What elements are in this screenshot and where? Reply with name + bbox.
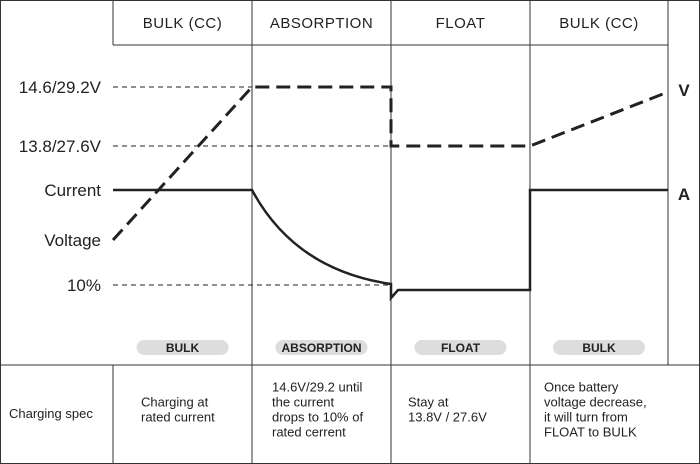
spec-text: drops to 10% of — [272, 410, 363, 425]
axis-letter: A — [678, 185, 690, 204]
phase-header: BULK (CC) — [559, 15, 639, 32]
spec-text: it will turn from — [544, 410, 628, 425]
stage-pill — [275, 340, 368, 355]
spec-text: voltage decrease, — [544, 395, 647, 410]
stage-tag: ABSORPTION — [281, 341, 361, 355]
spec-text: Once battery — [544, 380, 619, 395]
stage-pill — [414, 340, 507, 355]
spec-text: 14.6V/29.2 until — [272, 380, 362, 395]
phase-header: BULK (CC) — [143, 15, 223, 32]
spec-text: FLOAT to BULK — [544, 425, 637, 440]
level-label: 13.8/27.6V — [19, 137, 102, 156]
phase-header: FLOAT — [436, 15, 486, 32]
stage-pill — [136, 340, 229, 355]
spec-text: rated cerrent — [272, 425, 346, 440]
level-label: 14.6/29.2V — [19, 78, 102, 97]
axis-letter: V — [678, 81, 690, 100]
spec-label: Charging spec — [9, 406, 93, 421]
spec-text: Stay at — [408, 395, 449, 410]
current-curve — [113, 188, 668, 302]
reference-lines — [113, 86, 391, 286]
level-label: Current — [44, 181, 101, 200]
stage-pill — [553, 340, 645, 355]
phase-header: ABSORPTION — [270, 15, 373, 32]
labels: BULK (CC) ABSORPTION FLOAT BULK (CC) 14.6/29… — [9, 15, 690, 440]
spec-text: 13.8V / 27.6V — [408, 410, 487, 425]
spec-text: rated current — [141, 410, 215, 425]
voltage-curve — [111, 85, 669, 242]
stage-tag: BULK — [166, 341, 200, 355]
level-label: 10% — [67, 276, 101, 295]
spec-text: Charging at — [141, 395, 209, 410]
spec-text: the current — [272, 395, 335, 410]
stage-tag: FLOAT — [441, 341, 481, 355]
level-label: Voltage — [44, 231, 101, 250]
stage-tag: BULK — [582, 341, 616, 355]
